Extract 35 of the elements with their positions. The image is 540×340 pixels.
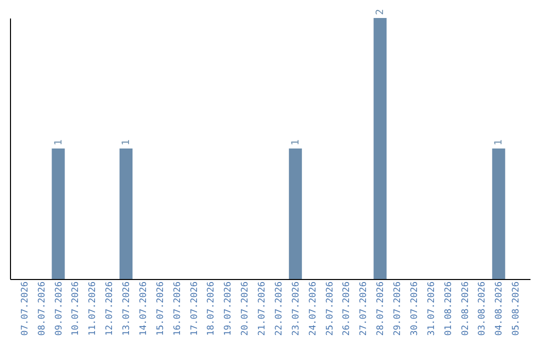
x-tick-label: 18.07.2026 — [206, 282, 217, 336]
x-tick-label: 27.07.2026 — [359, 282, 370, 336]
x-tick-label: 13.07.2026 — [122, 282, 132, 336]
x-tick-label: 11.07.2026 — [88, 282, 98, 336]
x-tick-label: 20.07.2026 — [240, 282, 251, 336]
x-tick-label: 07.07.2026 — [20, 282, 30, 336]
x-tick-label: 08.07.2026 — [37, 282, 48, 336]
x-tick-label: 30.07.2026 — [410, 282, 420, 336]
x-tick-label: 14.07.2026 — [138, 282, 149, 336]
x-tick-label: 17.07.2026 — [190, 282, 200, 336]
x-tick-label: 16.07.2026 — [172, 282, 183, 336]
x-tick-label: 19.07.2026 — [224, 282, 234, 336]
x-tick-label: 02.08.2026 — [460, 282, 471, 336]
x-tick-label: 12.07.2026 — [105, 282, 116, 336]
data-label: 1 — [494, 139, 505, 146]
x-tick-label: 09.07.2026 — [54, 282, 64, 336]
x-tick-label: 01.08.2026 — [444, 282, 454, 336]
x-tick-label: 21.07.2026 — [258, 282, 268, 336]
x-tick-label: 29.07.2026 — [393, 282, 404, 336]
x-tick-label: 05.08.2026 — [512, 282, 522, 336]
x-tick-label: 31.07.2026 — [426, 282, 437, 336]
x-tick-label: 04.08.2026 — [494, 282, 505, 336]
data-label: 1 — [290, 139, 302, 146]
data-label: 1 — [121, 139, 132, 146]
x-tick-label: 26.07.2026 — [342, 282, 352, 336]
x-tick-label: 28.07.2026 — [376, 282, 386, 336]
x-tick-label: 24.07.2026 — [308, 282, 318, 336]
data-label: 1 — [53, 139, 64, 146]
x-tick-label: 10.07.2026 — [71, 282, 82, 336]
x-tick-label: 23.07.2026 — [291, 282, 302, 336]
x-tick-label: 22.07.2026 — [274, 282, 284, 336]
x-tick-label: 15.07.2026 — [156, 282, 166, 336]
x-tick-label: 03.08.2026 — [478, 282, 488, 336]
x-tick-label: 25.07.2026 — [325, 282, 336, 336]
data-label: 2 — [375, 8, 386, 15]
